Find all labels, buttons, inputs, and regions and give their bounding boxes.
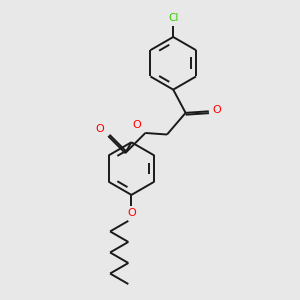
Text: O: O [133, 121, 141, 130]
Text: O: O [212, 105, 221, 115]
Text: O: O [95, 124, 104, 134]
Text: Cl: Cl [168, 13, 178, 23]
Text: O: O [127, 208, 136, 218]
